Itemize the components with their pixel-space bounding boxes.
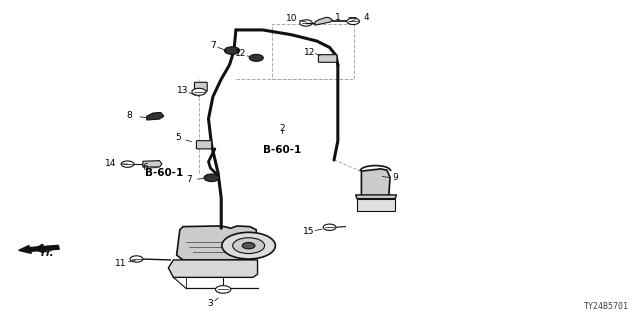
Circle shape: [233, 238, 264, 253]
Polygon shape: [362, 169, 390, 199]
Circle shape: [225, 47, 240, 54]
Circle shape: [347, 18, 360, 25]
FancyBboxPatch shape: [319, 55, 337, 62]
Text: B-60-1: B-60-1: [262, 146, 301, 156]
FancyArrow shape: [19, 245, 60, 253]
Circle shape: [249, 54, 263, 61]
Text: 8: 8: [126, 111, 132, 120]
Polygon shape: [143, 161, 162, 167]
Circle shape: [204, 174, 220, 181]
Text: 15: 15: [303, 227, 315, 236]
Text: 12: 12: [236, 49, 246, 58]
Text: Fr.: Fr.: [40, 248, 54, 258]
Polygon shape: [315, 17, 333, 25]
Circle shape: [216, 286, 231, 293]
Text: —: —: [348, 13, 356, 22]
Polygon shape: [168, 260, 257, 277]
FancyBboxPatch shape: [196, 141, 212, 149]
Circle shape: [222, 232, 275, 259]
Text: 11: 11: [115, 259, 127, 268]
Text: B-60-1: B-60-1: [145, 168, 183, 178]
FancyBboxPatch shape: [195, 82, 207, 92]
Text: 14: 14: [106, 159, 116, 168]
Polygon shape: [177, 226, 256, 260]
Circle shape: [243, 243, 255, 249]
Bar: [272, 24, 354, 79]
Text: 13: 13: [177, 86, 189, 95]
Polygon shape: [147, 112, 164, 120]
Polygon shape: [356, 195, 396, 199]
Text: 9: 9: [392, 173, 398, 182]
Text: 5: 5: [175, 133, 181, 142]
Text: 12: 12: [303, 48, 315, 57]
Text: 10: 10: [285, 14, 297, 23]
Circle shape: [323, 224, 336, 230]
Circle shape: [130, 256, 143, 262]
Circle shape: [192, 88, 206, 95]
Circle shape: [121, 161, 134, 167]
Text: TY24B5701: TY24B5701: [584, 302, 629, 311]
Text: 4: 4: [364, 13, 369, 22]
Text: 6: 6: [142, 164, 148, 172]
Text: 2: 2: [279, 124, 285, 133]
Text: 3: 3: [207, 299, 213, 308]
Polygon shape: [357, 199, 395, 211]
Text: 1: 1: [335, 13, 340, 22]
Text: 7: 7: [186, 175, 192, 184]
Text: 7: 7: [211, 41, 216, 50]
Circle shape: [300, 20, 312, 26]
